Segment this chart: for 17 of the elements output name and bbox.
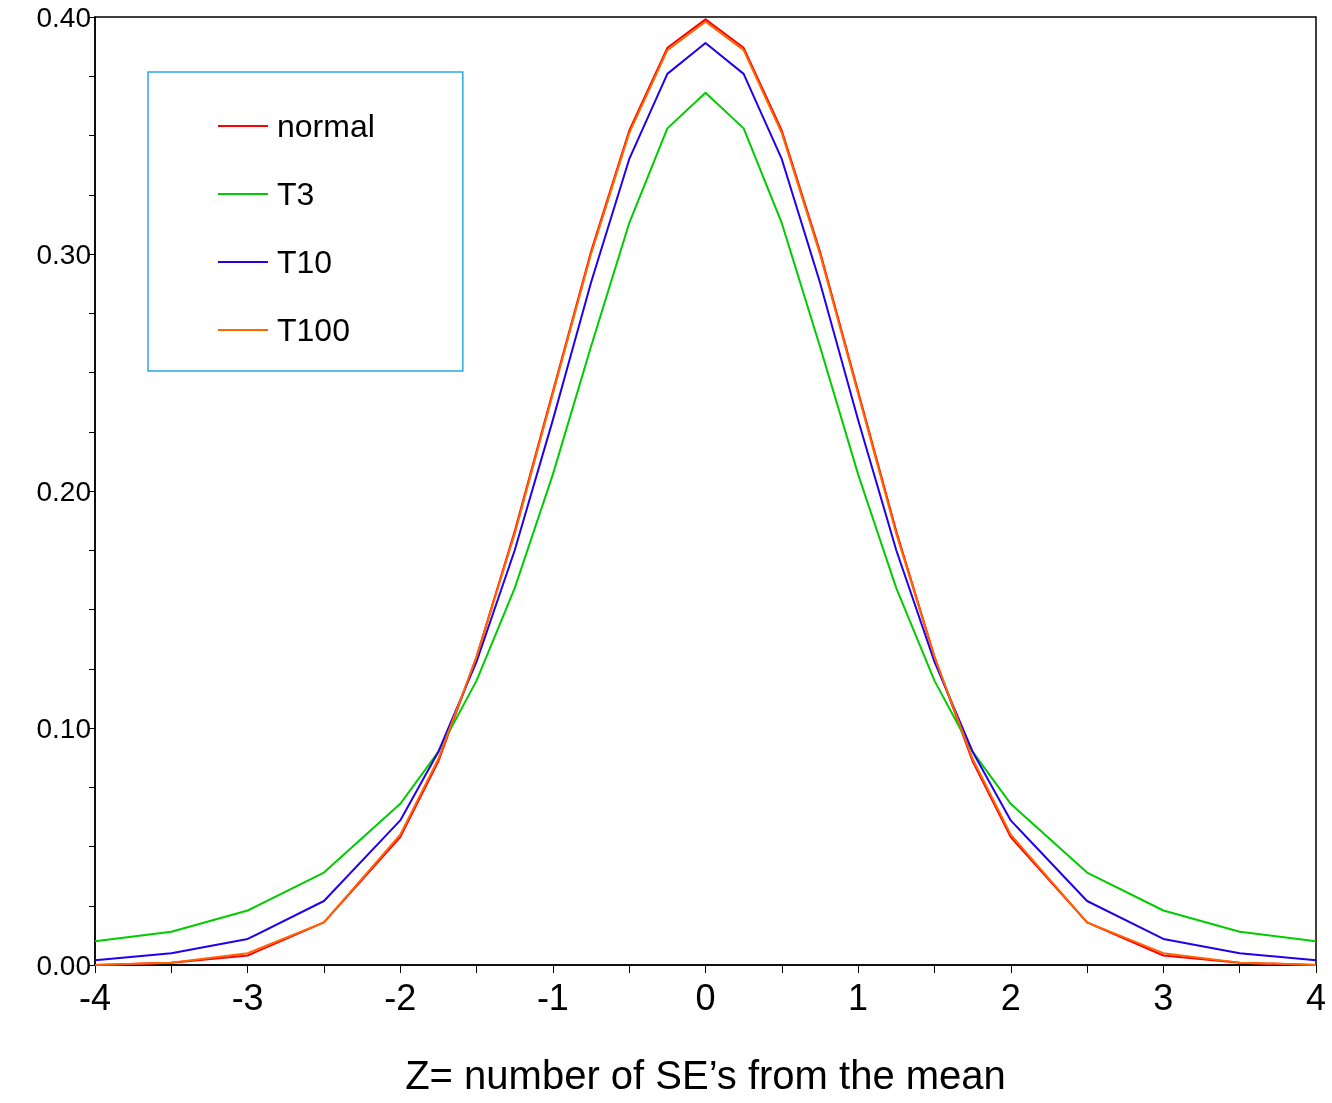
legend-label: T3 [277,176,315,212]
x-tick-label: 0 [695,976,716,1018]
y-tick-label: 0.40 [36,1,91,33]
x-tick-label: 3 [1153,976,1174,1018]
x-tick-label: -2 [384,976,417,1018]
x-axis-title: Z= number of SE’s from the mean [405,1053,1006,1097]
x-tick-label: -3 [231,976,264,1018]
x-tick-label: 1 [848,976,869,1018]
x-tick-label: 4 [1305,976,1327,1018]
y-tick-label: 0.20 [36,475,91,507]
x-tick-label: -1 [536,976,569,1018]
legend-label: normal [277,108,375,144]
x-tick-label: 2 [1000,976,1021,1018]
legend-label: T10 [277,244,333,280]
y-tick-label: 0.30 [36,238,91,270]
legend-label: T100 [277,312,350,348]
y-tick-label: 0.10 [36,712,91,744]
